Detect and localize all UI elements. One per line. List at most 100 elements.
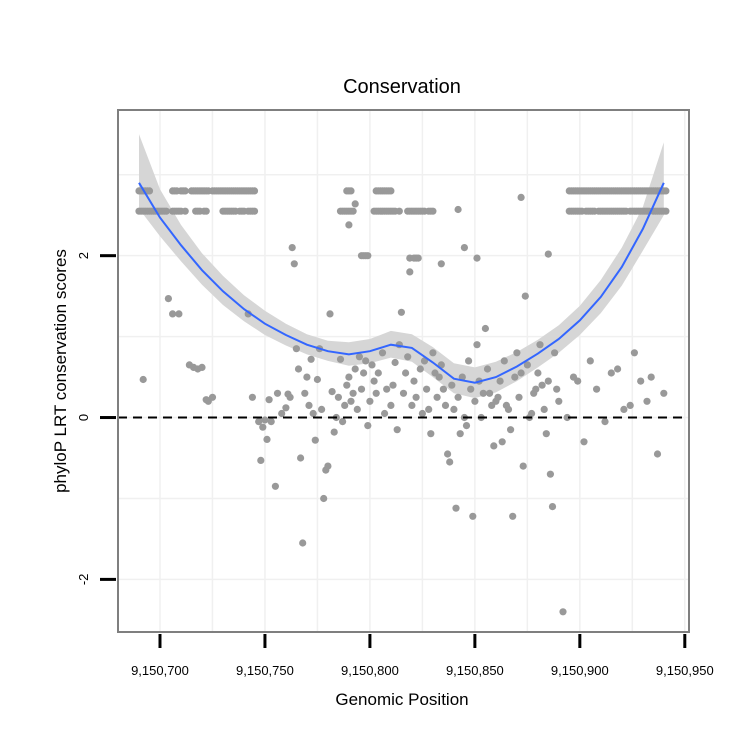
plot-border <box>117 109 690 633</box>
data-point <box>614 365 622 373</box>
data-point <box>490 442 498 450</box>
x-tick-label: 9,150,900 <box>551 663 609 678</box>
chart-title: Conservation <box>343 76 461 98</box>
data-point <box>483 365 492 373</box>
data-point <box>257 456 265 464</box>
data-point <box>500 357 508 365</box>
data-point <box>553 385 561 393</box>
data-point <box>162 207 170 215</box>
x-tick-label: 9,150,700 <box>131 663 189 678</box>
data-point <box>534 369 542 377</box>
data-point <box>374 369 382 377</box>
data-point <box>418 409 426 418</box>
data-point <box>263 435 271 443</box>
data-point <box>164 295 172 303</box>
data-point <box>198 363 206 371</box>
data-point <box>439 385 447 393</box>
data-point <box>653 450 662 458</box>
data-point <box>515 393 523 401</box>
data-point <box>370 377 378 385</box>
data-point <box>540 405 548 413</box>
data-point <box>521 292 529 300</box>
data-point <box>471 397 479 405</box>
data-point <box>294 365 303 373</box>
data-point <box>637 377 645 385</box>
data-point <box>349 207 357 215</box>
data-point <box>662 187 670 195</box>
data-point <box>498 438 506 446</box>
data-point <box>454 393 462 401</box>
data-point <box>181 207 189 215</box>
data-point <box>248 393 256 401</box>
data-point <box>368 361 376 369</box>
data-point <box>328 388 336 396</box>
data-point <box>626 401 634 409</box>
data-point <box>313 375 321 384</box>
data-point <box>267 418 275 426</box>
data-point <box>259 423 267 431</box>
data-point <box>393 426 401 434</box>
data-point <box>273 389 282 397</box>
data-point <box>364 422 372 430</box>
data-point <box>523 361 532 369</box>
data-point <box>456 430 464 438</box>
data-point <box>544 377 552 385</box>
data-point <box>387 187 395 195</box>
data-point <box>336 355 345 363</box>
data-point <box>345 221 353 229</box>
data-point <box>469 512 477 520</box>
data-point <box>387 401 395 409</box>
data-point <box>341 401 349 409</box>
data-point <box>467 385 475 393</box>
data-point <box>486 389 494 397</box>
data-point <box>462 422 471 430</box>
x-tick-label: 9,150,750 <box>236 663 294 678</box>
data-point <box>496 377 504 385</box>
data-point <box>559 608 567 616</box>
data-point <box>517 369 525 377</box>
data-point <box>383 385 391 393</box>
data-point <box>410 377 418 385</box>
data-point <box>548 503 557 511</box>
data-point <box>454 205 462 214</box>
data-point <box>536 341 544 349</box>
data-point <box>360 369 368 377</box>
data-point <box>460 244 468 252</box>
data-point <box>391 358 399 367</box>
data-point <box>473 341 481 349</box>
data-point <box>542 430 550 438</box>
data-point <box>381 409 389 418</box>
data-point <box>202 207 210 215</box>
data-point <box>307 355 315 363</box>
data-point <box>404 353 412 361</box>
y-tick-label: 2 <box>76 252 91 259</box>
x-tick-label: 9,150,850 <box>446 663 504 678</box>
data-point <box>441 401 450 409</box>
data-point <box>662 207 670 215</box>
data-point <box>586 357 594 365</box>
data-point <box>601 418 609 426</box>
data-point <box>647 373 655 381</box>
data-point <box>528 409 536 418</box>
data-point <box>402 369 410 377</box>
data-point <box>353 405 361 413</box>
data-point <box>414 254 422 262</box>
data-point <box>504 405 513 413</box>
data-point <box>607 369 615 377</box>
data-point <box>347 187 355 195</box>
data-point <box>261 416 269 424</box>
data-point <box>643 397 651 405</box>
data-point <box>301 389 309 397</box>
data-point <box>305 401 313 409</box>
data-point <box>286 393 294 401</box>
data-point <box>465 357 473 365</box>
data-point <box>593 385 601 393</box>
data-point <box>139 375 147 384</box>
data-point <box>397 308 405 316</box>
data-point <box>169 310 177 318</box>
data-point <box>519 462 527 470</box>
data-point <box>349 389 357 397</box>
data-point <box>399 389 408 397</box>
data-point <box>364 252 372 260</box>
data-point <box>429 349 437 357</box>
